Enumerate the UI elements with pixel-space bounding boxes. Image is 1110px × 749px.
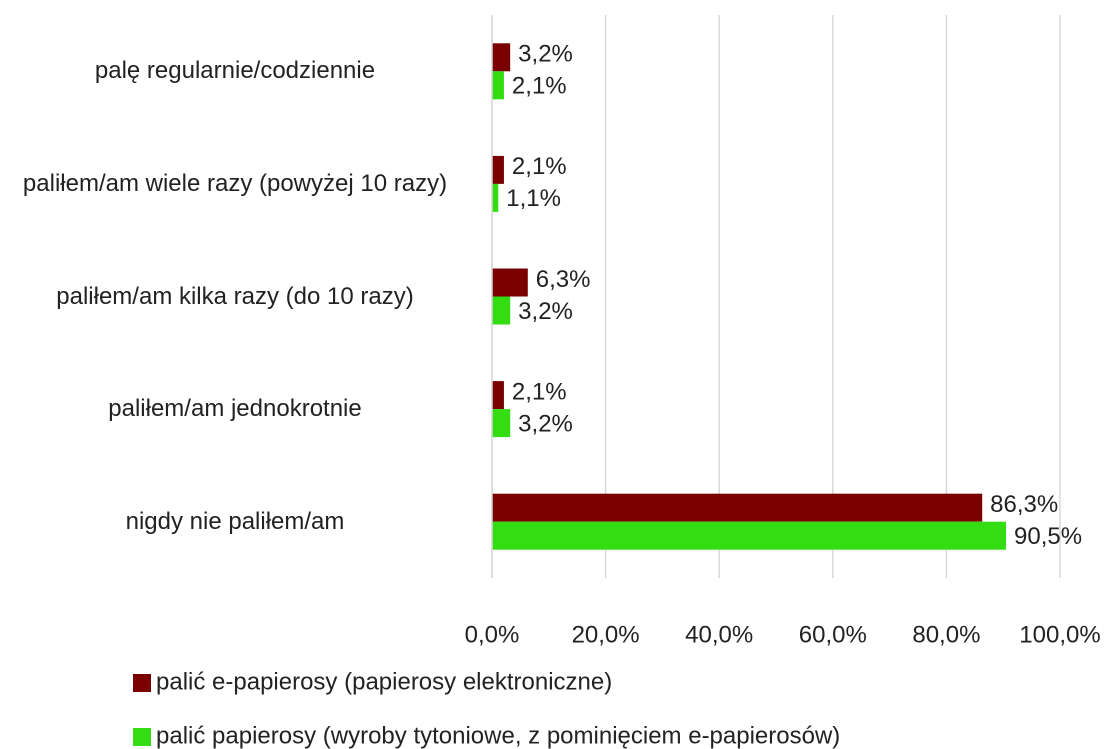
data-label: 2,1% (512, 378, 567, 405)
data-label: 2,1% (512, 153, 567, 180)
bar (492, 183, 499, 212)
data-label: 3,2% (518, 410, 573, 437)
bar (492, 521, 1007, 550)
x-tick-label: 80,0% (912, 621, 980, 648)
bar (492, 155, 504, 184)
bar (492, 71, 504, 100)
category-label: nigdy nie paliłem/am (125, 507, 345, 535)
legend-swatch (133, 728, 151, 746)
x-tick-label: 0,0% (465, 621, 520, 648)
data-label: 2,1% (512, 73, 567, 100)
legend-swatch (133, 674, 151, 692)
data-label: 90,5% (1014, 523, 1082, 550)
bar (492, 43, 511, 72)
x-tick-label: 40,0% (685, 621, 753, 648)
category-label: paliłem/am jednokrotnie (108, 395, 362, 423)
bar (492, 409, 511, 438)
category-label: palę regularnie/codziennie (94, 57, 376, 85)
data-label: 6,3% (536, 266, 591, 293)
category-label: paliłem/am kilka razy (do 10 razy) (56, 282, 414, 310)
category-label: paliłem/am wiele razy (powyżej 10 razy) (22, 169, 448, 197)
bar (492, 296, 511, 325)
data-label: 86,3% (990, 491, 1058, 518)
bar (492, 381, 504, 410)
x-tick-label: 20,0% (572, 621, 640, 648)
bar (492, 493, 983, 522)
bar (492, 268, 528, 297)
data-label: 3,2% (518, 298, 573, 325)
data-label: 3,2% (518, 41, 573, 68)
x-tick-label: 100,0% (1019, 621, 1100, 648)
x-tick-label: 60,0% (799, 621, 867, 648)
legend-label: palić papierosy (wyroby tytoniowe, z pom… (156, 722, 840, 749)
legend-label: palić e-papierosy (papierosy elektronicz… (156, 668, 612, 695)
data-label: 1,1% (506, 185, 561, 212)
